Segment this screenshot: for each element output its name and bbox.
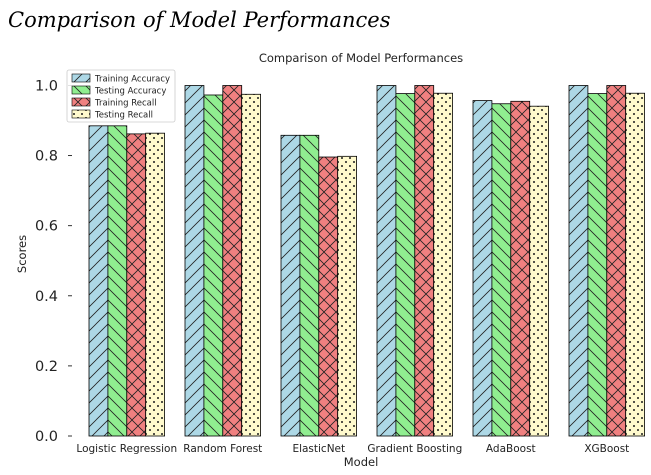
x-tick-label: ElasticNet [292, 443, 345, 455]
bar [491, 103, 512, 437]
bar [587, 93, 608, 437]
chart-title: Comparison of Model Performances [259, 51, 463, 65]
bar [222, 85, 243, 437]
x-tick-label: AdaBoost [486, 443, 536, 455]
bar [529, 105, 550, 437]
legend: Training Accuracy Testing Accuracy Trainin… [66, 69, 176, 123]
x-tick-label: XGBoost [584, 443, 629, 455]
y-tick-label: 0.2 [35, 359, 58, 375]
bar [126, 133, 147, 437]
bar [395, 93, 416, 437]
legend-label: Training Recall [94, 99, 157, 109]
bar [606, 85, 627, 437]
bar [107, 125, 128, 437]
legend-swatch [71, 109, 91, 119]
legend-swatch [71, 73, 91, 83]
bar [318, 156, 339, 437]
x-tick-label: Logistic Regression [76, 443, 177, 455]
bar [203, 94, 224, 437]
x-tick-label: Gradient Boosting [367, 443, 462, 455]
legend-label: Testing Accuracy [94, 87, 166, 97]
y-tick-label: 0.0 [35, 429, 58, 445]
bar [568, 85, 589, 437]
bar [88, 125, 109, 437]
bar [510, 100, 531, 437]
bar [280, 134, 301, 437]
y-tick-label: 1.0 [35, 79, 58, 95]
bar [184, 85, 205, 437]
legend-swatch [71, 97, 91, 107]
y-tick-label: 0.6 [35, 219, 58, 235]
y-tick-label: 0.4 [35, 289, 58, 305]
y-axis: 0.0 0.2 0.4 0.6 0.8 1.0 [35, 79, 72, 445]
bar [376, 85, 397, 437]
bar [299, 134, 320, 437]
x-axis: Logistic Regression Random Forest ElasticN… [76, 443, 629, 455]
y-tick-label: 0.8 [35, 149, 58, 165]
legend-frame [66, 69, 176, 123]
y-axis-label: Scores [15, 235, 29, 273]
bars [88, 85, 646, 437]
bar [241, 93, 261, 437]
bar [414, 85, 435, 437]
bar [625, 92, 646, 437]
bar [472, 100, 493, 437]
bar [145, 132, 165, 437]
bar [337, 155, 358, 437]
legend-label: Training Accuracy [94, 75, 170, 85]
x-tick-label: Random Forest [183, 443, 262, 455]
page-heading: Comparison of Model Performances [8, 8, 391, 32]
bar [433, 92, 454, 437]
legend-label: Testing Recall [94, 111, 153, 121]
legend-swatch [71, 85, 91, 95]
x-axis-label: Model [344, 455, 379, 469]
